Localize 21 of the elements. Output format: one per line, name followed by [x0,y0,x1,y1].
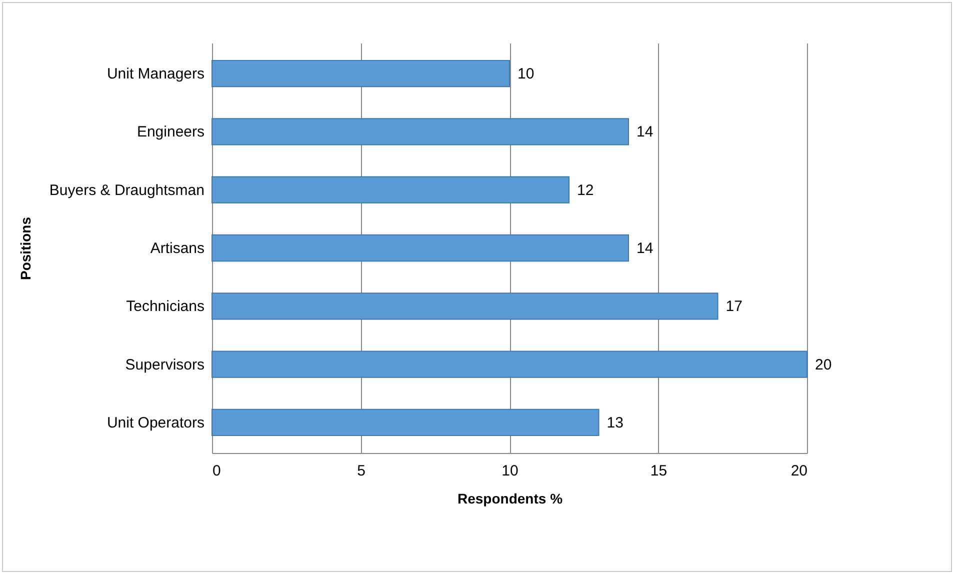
y-tick-label: Artisans [150,240,204,257]
data-label: 20 [815,356,832,374]
y-tick-label: Unit Managers [106,66,204,83]
data-label: 14 [636,124,654,141]
x-tick-label: 20 [790,462,808,480]
data-label: 10 [518,66,534,83]
y-tick-label: Unit Operators [106,414,204,432]
y-axis-title: Positions [17,216,34,280]
x-axis-title: Respondents % [457,490,564,506]
y-tick-label: Buyers & Draughtsman [49,182,204,199]
data-label: 17 [726,298,742,316]
x-tick-label: 15 [650,462,668,480]
y-tick-label: Technicians [126,298,204,316]
x-tick-label: 0 [212,462,221,480]
y-tick-label: Supervisors [125,356,204,374]
data-label: 12 [577,182,594,199]
x-tick-label: 10 [502,462,518,480]
data-label: 13 [606,414,624,432]
x-tick-label: 5 [357,462,366,480]
y-tick-label: Engineers [136,124,204,141]
data-label: 14 [636,240,654,257]
